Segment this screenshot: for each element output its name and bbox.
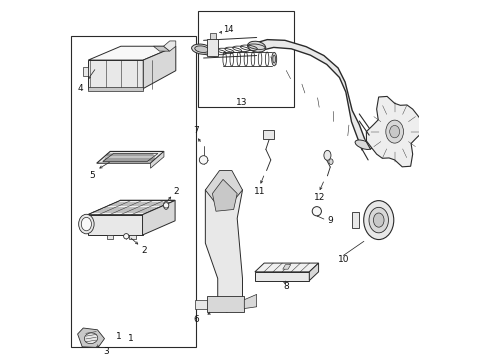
Ellipse shape bbox=[368, 207, 388, 233]
Polygon shape bbox=[77, 328, 104, 347]
Text: 9: 9 bbox=[327, 216, 333, 225]
Polygon shape bbox=[262, 130, 273, 139]
Text: 1: 1 bbox=[116, 332, 121, 341]
Polygon shape bbox=[129, 235, 136, 239]
Polygon shape bbox=[210, 33, 215, 39]
Ellipse shape bbox=[363, 201, 393, 240]
Text: 4: 4 bbox=[77, 84, 83, 93]
Polygon shape bbox=[143, 46, 175, 89]
Ellipse shape bbox=[271, 52, 276, 66]
Ellipse shape bbox=[191, 44, 212, 54]
Polygon shape bbox=[88, 200, 175, 215]
Polygon shape bbox=[255, 272, 309, 281]
Polygon shape bbox=[88, 46, 175, 60]
Text: 2: 2 bbox=[141, 246, 146, 255]
Polygon shape bbox=[212, 180, 237, 211]
Text: 2: 2 bbox=[173, 187, 178, 196]
Ellipse shape bbox=[389, 125, 399, 138]
Polygon shape bbox=[207, 296, 244, 312]
Bar bbox=[71, 36, 196, 347]
Circle shape bbox=[312, 207, 321, 216]
Ellipse shape bbox=[81, 217, 91, 231]
Text: 8: 8 bbox=[283, 282, 289, 291]
Polygon shape bbox=[150, 151, 164, 168]
Ellipse shape bbox=[195, 46, 209, 52]
Polygon shape bbox=[282, 265, 290, 269]
Polygon shape bbox=[309, 263, 318, 281]
Polygon shape bbox=[153, 46, 169, 51]
Text: 14: 14 bbox=[223, 25, 233, 34]
Polygon shape bbox=[103, 154, 158, 161]
Ellipse shape bbox=[328, 159, 333, 165]
Text: 10: 10 bbox=[337, 255, 348, 264]
Circle shape bbox=[123, 233, 129, 239]
Text: 1: 1 bbox=[128, 334, 134, 343]
Text: 13: 13 bbox=[235, 98, 246, 107]
Ellipse shape bbox=[84, 333, 98, 344]
Text: 5: 5 bbox=[89, 171, 94, 180]
Polygon shape bbox=[96, 151, 164, 163]
Polygon shape bbox=[255, 263, 318, 272]
Circle shape bbox=[199, 156, 207, 164]
Ellipse shape bbox=[373, 213, 383, 227]
Polygon shape bbox=[163, 41, 175, 51]
Polygon shape bbox=[88, 215, 142, 235]
Circle shape bbox=[163, 203, 168, 208]
Polygon shape bbox=[88, 60, 143, 89]
Text: 3: 3 bbox=[103, 347, 108, 356]
Polygon shape bbox=[255, 40, 364, 150]
Polygon shape bbox=[106, 235, 113, 239]
Ellipse shape bbox=[354, 140, 371, 150]
Text: 12: 12 bbox=[313, 193, 325, 202]
Ellipse shape bbox=[385, 120, 403, 143]
Polygon shape bbox=[351, 212, 359, 228]
Polygon shape bbox=[365, 96, 422, 167]
Ellipse shape bbox=[78, 214, 94, 234]
Ellipse shape bbox=[272, 55, 275, 63]
Polygon shape bbox=[205, 176, 242, 312]
Polygon shape bbox=[244, 295, 256, 308]
Ellipse shape bbox=[323, 150, 330, 160]
Text: 6: 6 bbox=[193, 315, 199, 324]
Text: 11: 11 bbox=[253, 187, 265, 196]
Polygon shape bbox=[83, 67, 88, 76]
Polygon shape bbox=[205, 171, 242, 201]
Polygon shape bbox=[142, 200, 175, 235]
Bar bbox=[198, 11, 293, 107]
Ellipse shape bbox=[247, 41, 265, 52]
Text: 7: 7 bbox=[193, 126, 198, 135]
Polygon shape bbox=[88, 87, 143, 91]
Polygon shape bbox=[195, 300, 207, 308]
Ellipse shape bbox=[163, 201, 168, 210]
Polygon shape bbox=[207, 39, 218, 56]
